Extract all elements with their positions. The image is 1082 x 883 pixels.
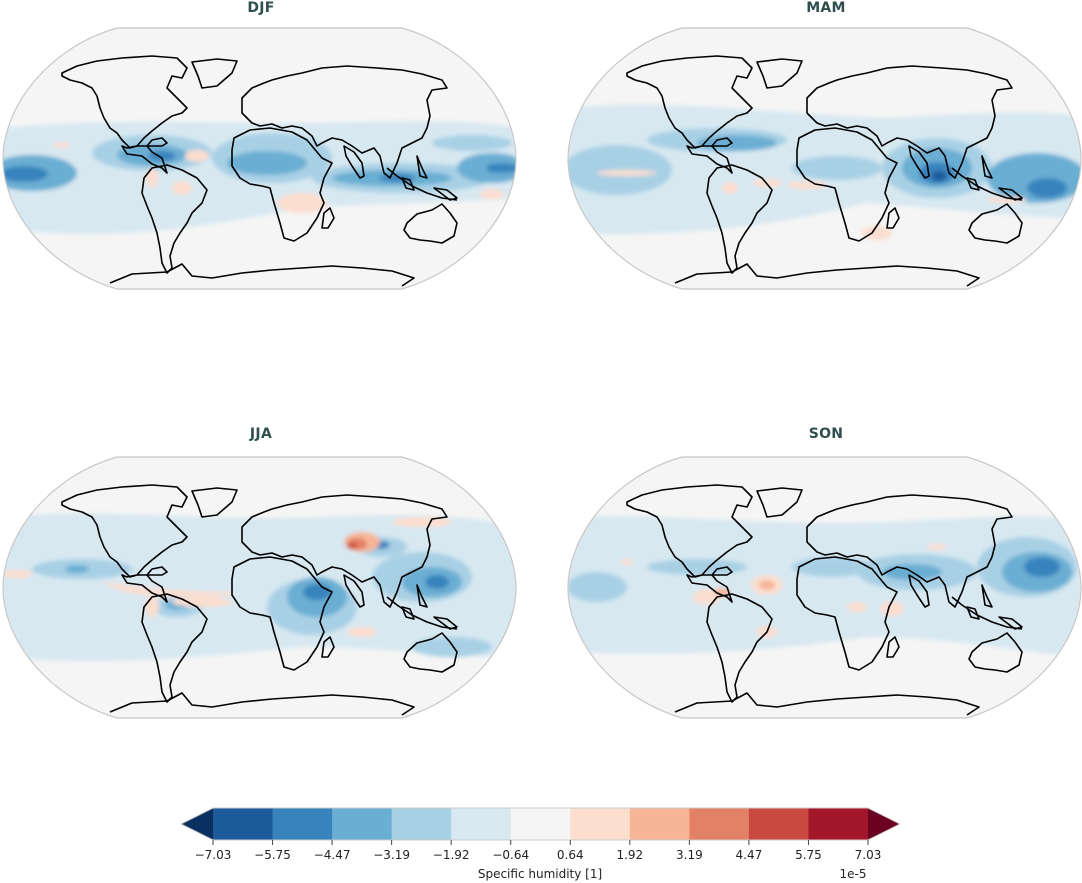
panel-title: MAM <box>806 0 846 16</box>
colorbar-bin <box>213 808 274 840</box>
panel-title: DJF <box>247 0 275 16</box>
colorbar-tick-label: 5.75 <box>795 848 822 862</box>
colorbar-tick-label: −0.64 <box>492 848 530 862</box>
colorbar-bin <box>748 808 809 840</box>
map-mam <box>567 27 1082 290</box>
map-djf <box>2 27 517 290</box>
colorbar-tick-label: −7.03 <box>194 848 232 862</box>
colorbar-bin <box>272 808 333 840</box>
colorbar-bin <box>391 808 452 840</box>
colorbar-tick-label: −3.19 <box>373 848 411 862</box>
colorbar-bin <box>451 808 512 840</box>
map-son <box>567 456 1082 719</box>
panel-title: JJA <box>249 426 273 442</box>
colorbar-tick-label: 4.47 <box>735 848 763 862</box>
panel-mam: MAM <box>566 0 1082 300</box>
colorbar-exponent: 1e-5 <box>839 867 867 881</box>
colorbar-bin <box>332 808 393 840</box>
colorbar-under-triangle <box>181 808 213 840</box>
map-jja <box>2 456 517 719</box>
colorbar-tick-label: 7.03 <box>854 848 882 862</box>
colorbar-tick-label: −5.75 <box>254 848 291 862</box>
colorbar-tick-label: −4.47 <box>313 848 351 862</box>
colorbar-scale <box>179 807 902 845</box>
colorbar-tick-label: 0.64 <box>556 848 584 862</box>
panel-jja: JJA <box>1 426 521 726</box>
panel-title: SON <box>808 426 844 442</box>
colorbar-tick-label: 3.19 <box>676 848 703 862</box>
colorbar: −7.03 −5.75 −4.47 −3.19 −1.92 −0.64 0.64 1.92 3.… <box>175 800 910 883</box>
colorbar-label: Specific humidity [1] <box>477 867 603 881</box>
colorbar-tick-label: −1.92 <box>432 848 470 862</box>
colorbar-bin <box>808 808 869 840</box>
colorbar-bin <box>510 808 571 840</box>
panel-djf: DJF <box>1 0 521 300</box>
colorbar-bin <box>629 808 690 840</box>
panel-son: SON <box>566 426 1082 726</box>
colorbar-bin <box>570 808 631 840</box>
colorbar-tick-label: 1.92 <box>616 848 644 862</box>
colorbar-bin <box>689 808 750 840</box>
colorbar-over-triangle <box>868 808 900 840</box>
